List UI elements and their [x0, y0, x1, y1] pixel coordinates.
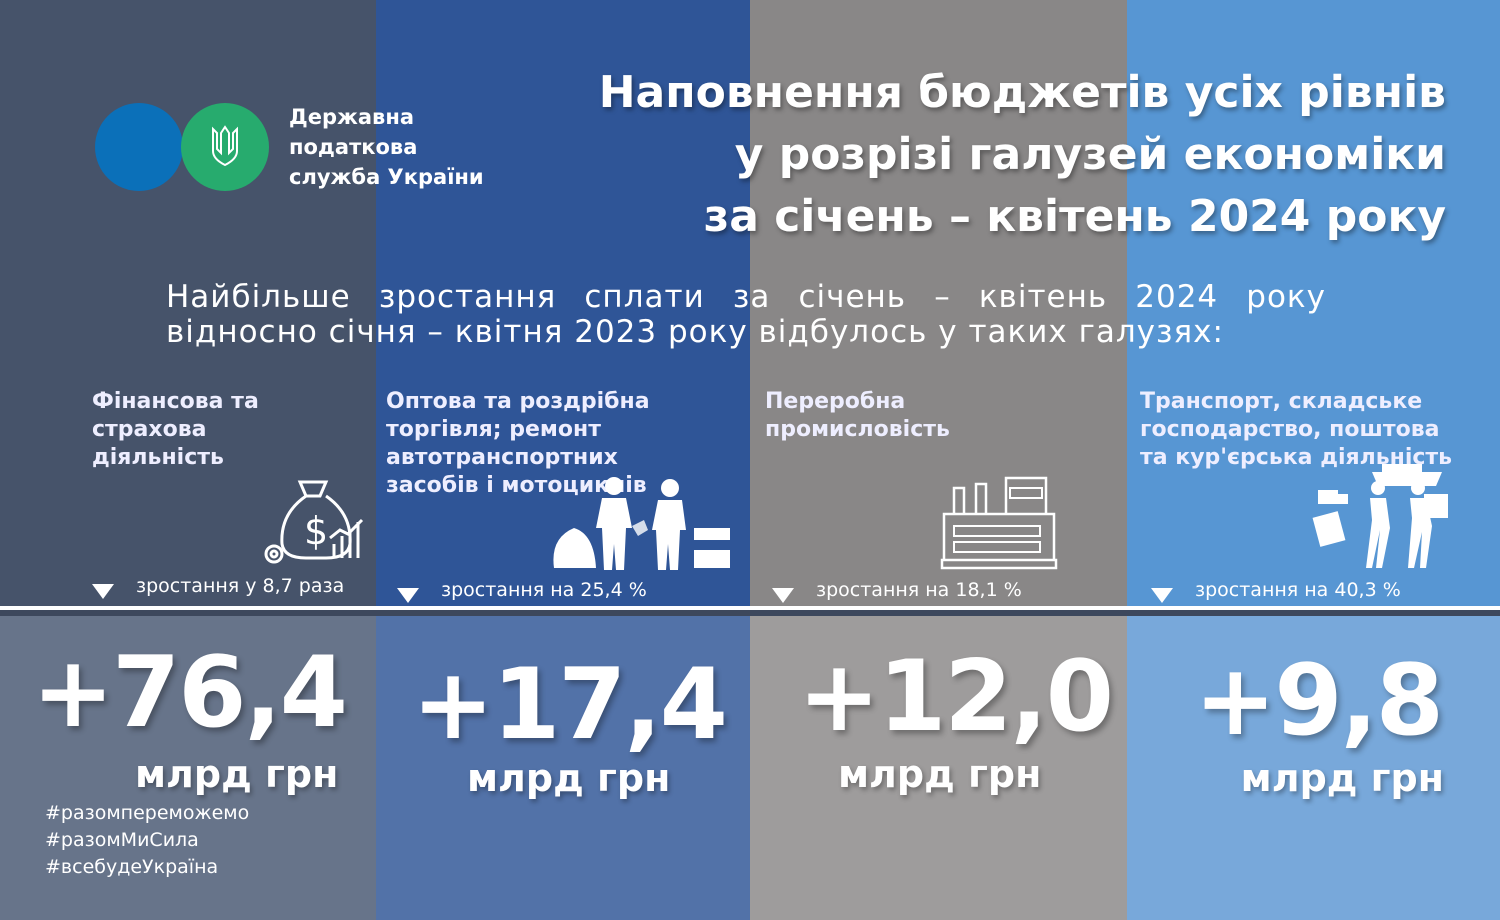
column-transport: [1127, 0, 1500, 920]
trade-icon: [553, 477, 730, 570]
column-trade: [376, 0, 750, 920]
sector-value: +76,4: [32, 636, 348, 750]
logo: Державна податкова служба України: [95, 102, 484, 192]
sector-name: Оптова та роздрібна торгівля; ремонт авт…: [386, 389, 650, 498]
title-line: у розрізі галузей економіки: [734, 129, 1446, 180]
sector-value: +17,4: [412, 648, 728, 762]
sector-value: +12,0: [798, 640, 1114, 754]
svg-text:$: $: [304, 509, 328, 553]
sector-name: Фінансова та страхова діяльність: [92, 389, 259, 470]
growth-text: зростання на 18,1 %: [816, 578, 1022, 601]
logo-text: податкова: [289, 135, 418, 159]
logo-text: служба України: [289, 165, 484, 189]
triangle-down-icon: [92, 584, 114, 599]
subtitle: Найбільше зростання сплати за січень – к…: [166, 280, 1326, 350]
sector-unit: млрд грн: [135, 752, 339, 796]
growth-label: зростання на 18,1 %: [772, 576, 1022, 603]
title-line: Наповнення бюджетів усіх рівнів: [598, 67, 1446, 118]
growth-text: зростання на 40,3 %: [1195, 578, 1401, 601]
divider-shadow: [0, 610, 1500, 616]
sector-value: +9,8: [1194, 644, 1444, 758]
hashtag: #разомМиСила: [45, 829, 199, 851]
logo-blue-circle: [95, 103, 183, 191]
growth-label: зростання на 40,3 %: [1151, 576, 1401, 603]
sector-unit: млрд грн: [838, 752, 1042, 796]
page-title: Наповнення бюджетів усіх рівнів у розріз…: [599, 62, 1446, 248]
growth-text: зростання на 25,4 %: [441, 578, 647, 601]
column-manufacturing: [750, 0, 1127, 920]
subtitle-line: Найбільше зростання сплати за січень – к…: [166, 279, 1326, 315]
trident-icon: [181, 103, 269, 191]
triangle-down-icon: [772, 588, 794, 603]
triangle-down-icon: [397, 588, 419, 603]
hashtag: #разомпереможемо: [45, 802, 250, 824]
factory-icon: [940, 476, 1058, 570]
triangle-down-icon: [1151, 588, 1173, 603]
logo-text: Державна: [289, 105, 415, 129]
hashtag: #всебудеУкраїна: [45, 856, 219, 878]
subtitle-line: відносно січня – квітня 2023 року відбул…: [166, 314, 1224, 350]
growth-label: зростання на 25,4 %: [397, 576, 647, 603]
sector-name: Переробна промисловість: [765, 389, 950, 442]
sector-unit: млрд грн: [1240, 756, 1444, 800]
divider: [0, 606, 1500, 610]
sector-unit: млрд грн: [467, 756, 671, 800]
column-finance: [0, 0, 376, 920]
transport-icon: [1312, 464, 1448, 568]
hashtags: #разомпереможемо #разомМиСила #всебудеУк…: [45, 800, 249, 881]
money-bag-icon: $: [264, 480, 364, 564]
growth-label: зростання у 8,7 раза: [92, 572, 344, 599]
title-line: за січень – квітень 2024 року: [703, 191, 1446, 242]
growth-text: зростання у 8,7 раза: [136, 574, 345, 597]
